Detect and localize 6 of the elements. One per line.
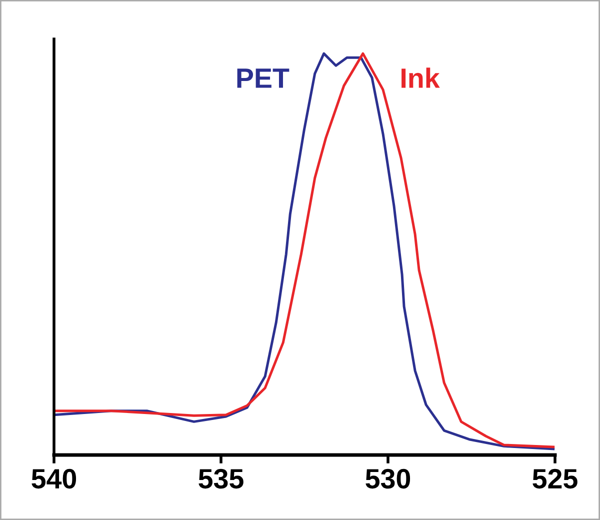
x-tick-label: 540 xyxy=(32,468,76,489)
x-tick-label: 535 xyxy=(198,468,244,489)
series-label: PET xyxy=(237,68,290,88)
series-label: Ink xyxy=(402,68,440,88)
x-tick-label: 525 xyxy=(532,468,578,489)
x-tick-label: 530 xyxy=(366,468,410,489)
